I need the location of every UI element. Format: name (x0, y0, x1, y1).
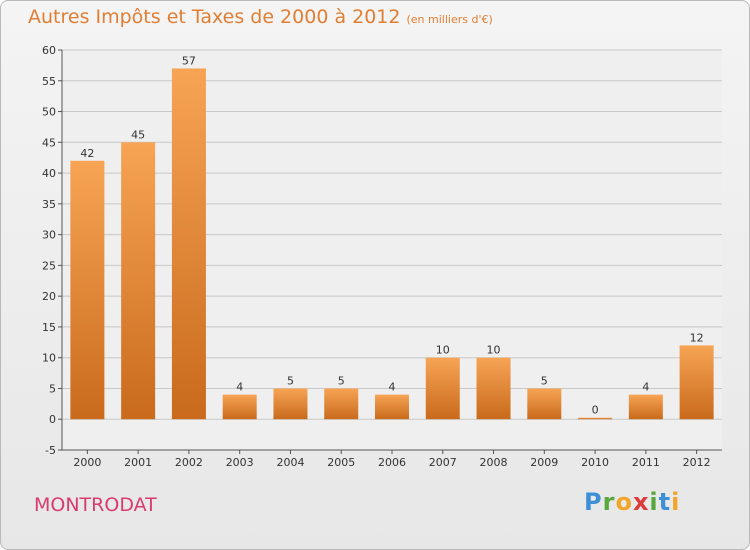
x-tick-label: 2012 (683, 456, 711, 469)
chart-title-text: Autres Impôts et Taxes de 2000 à 2012 (28, 6, 401, 28)
logo-letter: i (671, 488, 681, 516)
bar-value-label: 12 (690, 331, 704, 344)
y-tick-label: 0 (49, 413, 56, 426)
bar-value-label: 4 (389, 381, 396, 394)
logo-letter: r (602, 488, 616, 516)
x-tick-label: 2007 (429, 456, 457, 469)
bar-value-label: 5 (541, 374, 548, 387)
chart-subtitle: (en milliers d'€) (406, 13, 493, 26)
proxiti-logo[interactable]: Proxiti (584, 488, 680, 516)
y-tick-label: 40 (42, 167, 56, 180)
y-tick-label: 30 (42, 229, 56, 242)
logo-letter: o (615, 488, 633, 516)
y-tick-label: 50 (42, 106, 56, 119)
x-tick-label: 2008 (480, 456, 508, 469)
bar-value-label: 0 (592, 404, 599, 417)
x-tick-label: 2010 (581, 456, 609, 469)
commune-name: MONTRODAT (34, 494, 157, 516)
y-tick-label: 5 (49, 382, 56, 395)
x-tick-label: 2003 (226, 456, 254, 469)
y-tick-label: 60 (42, 44, 56, 57)
bar (375, 394, 409, 420)
x-tick-label: 2002 (175, 456, 203, 469)
y-tick-label: -5 (45, 444, 56, 457)
bar (425, 357, 460, 420)
y-tick-label: 55 (42, 75, 56, 88)
x-tick-label: 2004 (276, 456, 304, 469)
bar-value-label: 10 (487, 344, 501, 357)
bar-value-label: 45 (131, 128, 145, 141)
chart-title: Autres Impôts et Taxes de 2000 à 2012 (en… (28, 6, 493, 28)
bar-value-label: 4 (236, 381, 243, 394)
logo-letter: x (632, 488, 650, 516)
labels: -505101520253035404550556042200045200157… (42, 44, 711, 469)
bar (222, 394, 257, 420)
bar-value-label: 42 (80, 147, 94, 160)
bar (527, 388, 562, 420)
y-tick-label: 15 (42, 321, 56, 334)
bar (679, 345, 714, 420)
bar (578, 417, 613, 420)
bars (70, 68, 714, 420)
x-tick-label: 2005 (327, 456, 355, 469)
y-tick-label: 20 (42, 290, 56, 303)
y-tick-label: 10 (42, 352, 56, 365)
x-tick-label: 2001 (124, 456, 152, 469)
bar (70, 160, 105, 420)
logo-letter: i (649, 488, 659, 516)
bar (628, 394, 663, 420)
bar (273, 388, 308, 420)
bar-value-label: 5 (287, 374, 294, 387)
x-tick-label: 2009 (530, 456, 558, 469)
y-tick-label: 35 (42, 198, 56, 211)
axes (58, 49, 722, 454)
y-tick-label: 25 (42, 259, 56, 272)
x-tick-label: 2006 (378, 456, 406, 469)
bar (121, 142, 156, 420)
logo-letter: P (584, 488, 603, 516)
bar-value-label: 10 (436, 344, 450, 357)
y-tick-label: 45 (42, 136, 56, 149)
bar-value-label: 4 (642, 381, 649, 394)
x-tick-label: 2000 (73, 456, 101, 469)
x-tick-label: 2011 (632, 456, 660, 469)
bar (171, 68, 206, 420)
bar-value-label: 57 (182, 54, 196, 67)
bar-value-label: 5 (338, 374, 345, 387)
logo-letter: t (658, 488, 672, 516)
bar (324, 388, 359, 420)
bar (476, 357, 511, 420)
